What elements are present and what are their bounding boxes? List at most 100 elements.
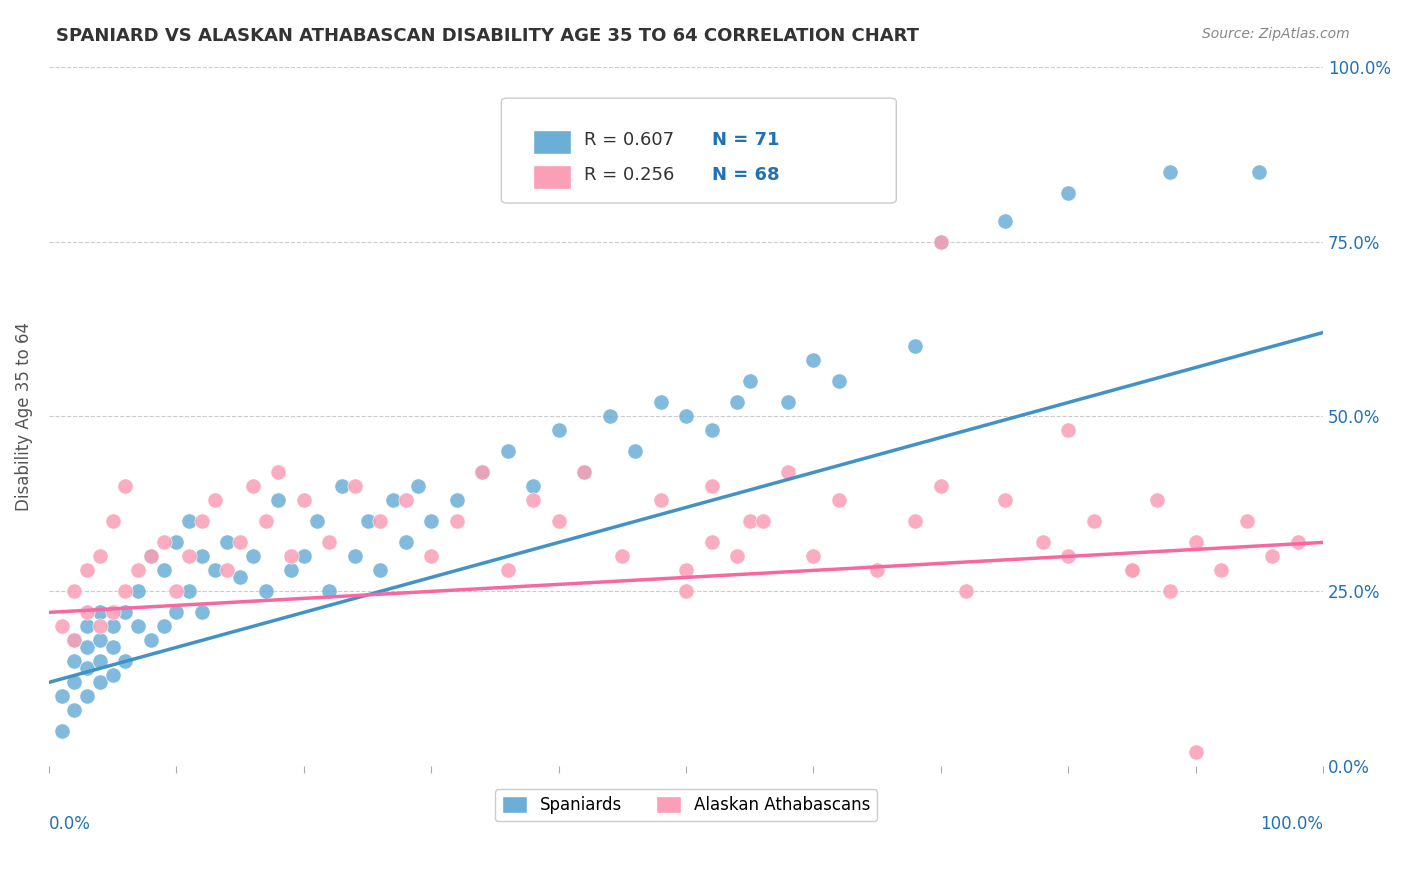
Point (254, 515, 277, 529)
Point (904, 515, 927, 529)
Point (700, 535, 723, 549)
Point (650, 493, 672, 508)
Point (76, 563, 98, 577)
Point (675, 409, 697, 424)
Point (89, 675, 111, 690)
Point (101, 606, 124, 620)
Point (955, 584, 977, 599)
Point (63, 654, 86, 668)
Point (828, 375, 851, 389)
Point (63, 703, 86, 717)
Point (343, 549, 366, 564)
Point (318, 584, 340, 599)
Point (101, 619, 124, 633)
Point (101, 515, 124, 529)
Point (828, 493, 851, 508)
Point (675, 563, 697, 577)
Point (76, 606, 98, 620)
Point (101, 640, 124, 655)
Point (229, 570, 252, 584)
Point (1032, 535, 1054, 549)
Point (1146, 493, 1168, 508)
Point (191, 606, 214, 620)
Point (803, 549, 825, 564)
Point (675, 584, 697, 599)
Point (395, 493, 418, 508)
Point (408, 479, 430, 493)
Point (624, 444, 647, 458)
Point (229, 535, 252, 549)
Point (101, 668, 124, 682)
Point (330, 479, 353, 493)
Point (446, 515, 468, 529)
Point (280, 563, 302, 577)
Point (420, 549, 443, 564)
Point (114, 479, 136, 493)
Point (63, 584, 86, 599)
Point (51, 724, 73, 739)
Point (496, 563, 519, 577)
Point (127, 584, 149, 599)
Point (1121, 563, 1143, 577)
Point (522, 493, 544, 508)
Point (89, 654, 111, 668)
Point (179, 515, 201, 529)
Point (1184, 535, 1206, 549)
Point (1057, 186, 1080, 200)
Point (152, 563, 174, 577)
Text: 0.0%: 0.0% (49, 815, 91, 833)
Point (127, 619, 149, 633)
Point (382, 493, 405, 508)
Point (305, 515, 328, 529)
Point (929, 235, 952, 249)
Point (89, 619, 111, 633)
Point (217, 535, 239, 549)
Point (700, 424, 723, 438)
Point (929, 479, 952, 493)
Point (700, 479, 723, 493)
Text: 100.0%: 100.0% (1260, 815, 1323, 833)
Bar (533, 129, 571, 154)
Point (395, 535, 418, 549)
Point (217, 563, 239, 577)
Y-axis label: Disability Age 35 to 64: Disability Age 35 to 64 (15, 322, 32, 511)
Point (165, 606, 187, 620)
Point (76, 619, 98, 633)
Point (1159, 584, 1181, 599)
Point (929, 235, 952, 249)
Point (165, 584, 187, 599)
Point (994, 493, 1017, 508)
Point (446, 493, 468, 508)
Point (866, 563, 889, 577)
Point (114, 654, 136, 668)
Point (1159, 164, 1181, 178)
Point (612, 549, 634, 564)
Point (89, 606, 111, 620)
Point (179, 584, 201, 599)
Text: R = 0.256: R = 0.256 (583, 166, 675, 184)
Point (599, 409, 621, 424)
Point (114, 584, 136, 599)
Point (356, 515, 378, 529)
Text: Source: ZipAtlas.com: Source: ZipAtlas.com (1202, 27, 1350, 41)
Point (420, 515, 443, 529)
Point (1184, 745, 1206, 759)
Point (1286, 535, 1309, 549)
Point (1121, 563, 1143, 577)
Point (191, 549, 214, 564)
Point (139, 549, 162, 564)
Point (139, 633, 162, 648)
Point (63, 675, 86, 690)
Point (471, 466, 494, 480)
Point (572, 466, 595, 480)
Point (51, 619, 73, 633)
Point (204, 563, 226, 577)
Point (803, 353, 825, 368)
Text: SPANIARD VS ALASKAN ATHABASCAN DISABILITY AGE 35 TO 64 CORRELATION CHART: SPANIARD VS ALASKAN ATHABASCAN DISABILIT… (56, 27, 920, 45)
Point (522, 479, 544, 493)
Point (547, 515, 569, 529)
Point (776, 466, 799, 480)
Point (89, 549, 111, 564)
Point (179, 549, 201, 564)
Point (572, 466, 595, 480)
